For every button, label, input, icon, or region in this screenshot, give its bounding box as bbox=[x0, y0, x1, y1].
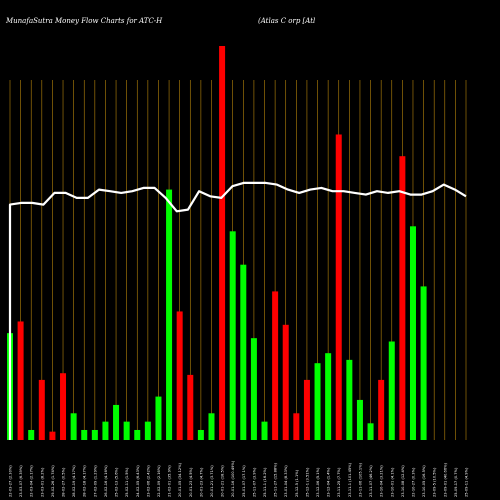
flow-bar bbox=[420, 286, 427, 440]
x-tick-label: 28-02-27 (0.5%) bbox=[62, 467, 66, 497]
x-tick-label: 23-03-07 (6.39%) bbox=[19, 465, 23, 497]
x-tick-label: 22-03-27 (2.30%) bbox=[9, 465, 13, 497]
x-tick-label: 25-12-1 (3.51%) bbox=[305, 467, 309, 497]
flow-bar bbox=[70, 413, 77, 440]
flow-bar bbox=[356, 399, 363, 440]
x-tick-label: 25-11-27 (15.88%) bbox=[274, 462, 278, 497]
x-tick-label: 23-02-06 (2.42%) bbox=[146, 465, 150, 497]
x-tick-label: 23-09-5 (10.5%) bbox=[433, 467, 437, 497]
x-tick-label: 23-10-01 (4.1%) bbox=[390, 467, 394, 497]
x-tick-label: 21-02-01 (35.9%) bbox=[168, 465, 172, 497]
x-tick-label: 25-12-5 (1.1%) bbox=[295, 469, 299, 497]
x-tick-label: 23-09-01 (40.66%) bbox=[443, 462, 447, 497]
x-tick-label: 20-01-21 (18.5%) bbox=[221, 465, 225, 497]
flow-bar bbox=[335, 134, 342, 441]
flow-bar bbox=[17, 321, 24, 440]
x-tick-label: 25-09-17 (0.7%) bbox=[454, 467, 458, 497]
x-tick-label: 22-03-04 (2.17%) bbox=[30, 465, 34, 497]
flow-bar bbox=[81, 429, 88, 440]
x-tick-label: 22-02-09 (2.16%) bbox=[157, 465, 161, 497]
x-tick-label: 23-11-25 (7.7%) bbox=[337, 467, 341, 497]
x-tick-label: 25-01-07 (17.1%) bbox=[242, 465, 246, 497]
flow-bar bbox=[134, 429, 141, 440]
flow-bar bbox=[314, 363, 321, 440]
flow-bar bbox=[272, 291, 279, 440]
x-tick-label: 20-01-23 (4.7%) bbox=[199, 467, 203, 497]
x-tick-label: 28-02-18 (4.17%) bbox=[83, 465, 87, 497]
flow-bar bbox=[197, 429, 204, 440]
x-axis-tick-labels: 22-03-27 (2.30%) 23-03-07 (6.39%) 22-03-04… bbox=[9, 460, 469, 497]
flow-bar bbox=[293, 413, 300, 440]
flow-bar bbox=[261, 421, 268, 440]
money-flow-line bbox=[8, 181, 467, 440]
bar-series bbox=[7, 46, 427, 441]
x-tick-label: 23-12-06 (5.1%) bbox=[316, 467, 320, 497]
x-tick-label: 25-11-1 (16.2%) bbox=[263, 467, 267, 497]
x-tick-label: 24-02-05 (6.43%) bbox=[136, 465, 140, 497]
flow-bar bbox=[388, 341, 395, 440]
x-tick-label: 25-02-11 (1.5%) bbox=[125, 467, 129, 497]
chart-title-company: (Atlas C orp [Atl bbox=[258, 17, 315, 25]
flow-bar bbox=[102, 421, 109, 440]
x-tick-label: 23-10-04 (3.21%) bbox=[380, 465, 384, 497]
flow-bar bbox=[325, 353, 332, 440]
flow-bar bbox=[399, 156, 406, 440]
flow-bar bbox=[38, 379, 45, 440]
x-tick-label: 27-02-09 (1.29%) bbox=[93, 465, 97, 497]
x-tick-label: 23-11-07 (46.2%) bbox=[369, 465, 373, 497]
flow-bar bbox=[219, 46, 226, 440]
x-tick-label: 25-11-07 (3.9%) bbox=[252, 467, 256, 497]
x-tick-label: 23-01-04 (8.33%) bbox=[284, 465, 288, 497]
x-tick-label: 23-10-05 (16.5%) bbox=[422, 465, 426, 497]
flow-bar bbox=[303, 379, 310, 440]
x-tick-label: 20-01-23 (4.5%) bbox=[189, 467, 193, 497]
x-tick-label: 20-01-05 (34.12%) bbox=[178, 462, 182, 497]
x-tick-label: 23-10-08 (12.4%) bbox=[401, 465, 405, 497]
flow-bar bbox=[91, 429, 98, 440]
flow-bar bbox=[409, 226, 416, 440]
flow-bar bbox=[155, 396, 162, 440]
x-tick-label: 25-02-13 (5.6%) bbox=[115, 467, 119, 497]
flow-bar bbox=[60, 373, 67, 440]
flow-bar bbox=[240, 264, 247, 440]
x-tick-label: 26-02-16 (4.16%) bbox=[104, 465, 108, 497]
x-tick-label: 28-02-19 (4.17%) bbox=[72, 465, 76, 497]
x-tick-label: 23-12-04 (1.4%) bbox=[327, 467, 331, 497]
x-tick-label: 29-02-26 (1.74%) bbox=[51, 465, 55, 497]
flow-bar bbox=[250, 338, 257, 440]
flow-bar bbox=[367, 423, 374, 440]
chart-title: MunafaSutra Money Flow Charts for ATC-H bbox=[5, 17, 163, 25]
flow-bar bbox=[123, 421, 130, 440]
x-tick-label: 23-03-01 (8.2%) bbox=[40, 467, 44, 497]
x-tick-label: 20-01-16 (100.49%) bbox=[231, 460, 235, 497]
flow-bar bbox=[113, 404, 120, 440]
x-tick-label: 25-09-11 (4.9%) bbox=[465, 467, 469, 497]
flow-bar bbox=[176, 311, 183, 440]
x-tick-label: 22-10-27 (0.3%) bbox=[411, 467, 415, 497]
flow-bar bbox=[229, 231, 236, 440]
flow-bar bbox=[346, 359, 353, 440]
flow-bar bbox=[49, 431, 56, 440]
x-tick-label: 20-01-21 (3.71%) bbox=[210, 465, 214, 497]
x-tick-label: 23-11-1 (101.45%) bbox=[348, 462, 352, 497]
flow-bar bbox=[208, 413, 215, 440]
flow-bar bbox=[187, 374, 194, 440]
x-tick-label: 23-11-06 (105.1%) bbox=[358, 462, 362, 497]
grid-lines bbox=[9, 80, 467, 440]
flow-bar bbox=[282, 324, 289, 440]
flow-bar bbox=[144, 421, 151, 440]
flow-bar bbox=[378, 379, 385, 440]
flow-bar bbox=[166, 189, 173, 440]
flow-bar bbox=[28, 429, 35, 440]
